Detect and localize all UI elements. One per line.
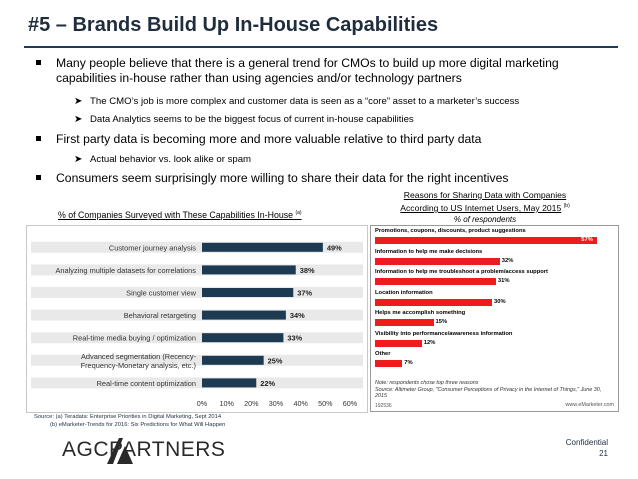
sub-bullet-2: ➤ Data Analytics seems to be the biggest… [74, 114, 414, 126]
bar [375, 339, 422, 347]
emarketer-brand: www.eMarketer.com [565, 402, 614, 408]
value-label: 15% [435, 319, 448, 325]
category-label: Other [375, 351, 391, 357]
bar [202, 265, 296, 275]
agc-logo-icon [107, 438, 133, 464]
category-label: Information to help me troubleshoot a pr… [375, 269, 548, 275]
category-label: Real-time media buying / optimization [73, 334, 196, 343]
value-label: 34% [290, 311, 305, 320]
bullet-2: First party data is becoming more and mo… [36, 132, 621, 147]
value-label: 57% [581, 237, 593, 243]
row-background [31, 287, 363, 298]
left-chart-title: % of Companies Surveyed with These Capab… [58, 210, 302, 220]
row-background [31, 241, 363, 253]
capabilities-chart: 49% Customer journey analysis 38% Analyzing… [26, 225, 368, 413]
sub-bullet-1: ➤ The CMO’s job is more complex and cust… [74, 96, 520, 108]
bullet-square-icon [36, 60, 41, 65]
category-label: Real-time content optimization [97, 379, 196, 388]
bar [202, 310, 286, 320]
row-background [31, 354, 363, 366]
source-line-1: Source: (a) Teradata: Enterprise Priorit… [34, 414, 222, 420]
bar [202, 242, 323, 252]
right-chart-title-line-2: According to US Internet Users, May 2015 [400, 202, 562, 213]
bar [202, 378, 257, 388]
tick-label: 30% [269, 399, 284, 408]
category-label: Frequency-Monetary analysis, etc.) [81, 361, 196, 370]
capabilities-chart-svg: 49% Customer journey analysis 38% Analyzing… [31, 241, 363, 408]
title-divider [24, 46, 618, 48]
category-label: Customer journey analysis [109, 243, 196, 252]
value-label: 49% [327, 243, 342, 252]
tick-label: 40% [293, 399, 308, 408]
value-label: 7% [404, 360, 413, 366]
bar [202, 288, 294, 297]
sub-bullet-1-text: The CMO’s job is more complex and custom… [90, 96, 520, 107]
tick-label: 50% [318, 399, 333, 408]
value-label: 30% [494, 298, 506, 305]
value-label: 25% [268, 356, 283, 365]
value-label: 37% [297, 289, 312, 298]
value-label: 12% [423, 339, 436, 346]
category-label: Analyzing multiple datasets for correlat… [56, 266, 197, 275]
arrow-bullet-icon: ➤ [74, 114, 83, 125]
category-label: Behavioral retargeting [124, 311, 196, 320]
sub-bullet-3-text: Actual behavior vs. look alike or spam [90, 154, 252, 165]
category-label: Visibility into performance/awareness in… [375, 330, 513, 337]
bullet-1: Many people believe that there is a gene… [36, 56, 621, 86]
value-label: 33% [287, 334, 302, 343]
bullet-3-text: Consumers seem surprisingly more willing… [56, 171, 509, 185]
value-label: 31% [497, 278, 510, 284]
bar [375, 319, 434, 326]
category-label: Single customer view [126, 289, 196, 298]
tick-label: 10% [219, 399, 234, 408]
category-label: Helps me accomplish something [375, 310, 466, 316]
footer-confidential: Confidential 21 [566, 437, 608, 459]
tick-label: 60% [343, 399, 358, 408]
category-label: Location information [375, 289, 433, 296]
arrow-bullet-icon: ➤ [74, 154, 83, 165]
confidential-label: Confidential [565, 438, 608, 447]
sharing-reasons-chart: Promotions, coupons, discounts, product … [370, 225, 619, 412]
value-label: 32% [501, 257, 514, 264]
value-label: 22% [260, 379, 275, 388]
bar [202, 333, 284, 343]
bar [375, 360, 403, 367]
chart-id: 192536 [375, 403, 392, 409]
row-background [31, 332, 363, 344]
category-label: Advanced segmentation (Recency- [81, 352, 197, 361]
value-label: 38% [300, 266, 315, 275]
right-chart-title: Reasons for Sharing Data with Companies … [340, 190, 630, 225]
row-background [31, 309, 363, 321]
bar [202, 355, 264, 365]
bullet-3: Consumers seem surprisingly more willing… [36, 171, 621, 186]
sub-bullet-2-text: Data Analytics seems to be the biggest f… [90, 114, 414, 125]
bar [375, 257, 500, 265]
chart-note: Note: respondents chose top three reason… [375, 380, 602, 400]
category-label: Promotions, coupons, discounts, product … [375, 228, 526, 234]
bar [375, 237, 598, 244]
row-background [31, 377, 363, 389]
right-chart-title-line-1: Reasons for Sharing Data with Companies [403, 190, 567, 200]
source-line-2: (b) eMarketer-Trends for 2016: Six Predi… [50, 422, 226, 428]
tick-label: 20% [244, 399, 259, 408]
bullet-1-text: Many people believe that there is a gene… [56, 56, 559, 85]
sub-bullet-3: ➤ Actual behavior vs. look alike or spam [74, 154, 252, 166]
tick-label: 0% [197, 399, 208, 408]
company-logo-text: AGCPARTNERS [62, 438, 226, 461]
bullet-square-icon [36, 175, 41, 180]
right-chart-subtitle: % of respondents [453, 214, 517, 224]
arrow-bullet-icon: ➤ [74, 96, 83, 107]
bar [375, 278, 496, 285]
page-title: #5 – Brands Build Up In-House Capabiliti… [28, 14, 439, 36]
bar [375, 298, 492, 306]
page-number: 21 [599, 449, 608, 458]
bullet-square-icon [36, 136, 41, 141]
bullet-2-text: First party data is becoming more and mo… [56, 132, 482, 146]
row-background [31, 264, 363, 276]
category-label: Information to help me make decisions [375, 248, 483, 255]
